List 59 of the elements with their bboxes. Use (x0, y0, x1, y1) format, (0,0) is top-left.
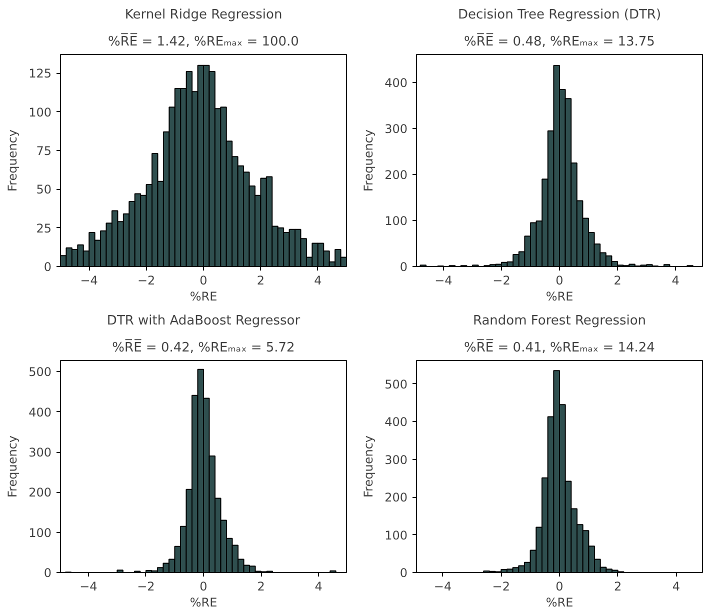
y-tick-label: 300 (384, 122, 408, 136)
x-axis-title: %RE (190, 290, 218, 304)
y-tick-label: 100 (384, 214, 408, 228)
x-tick-label: 0 (556, 274, 564, 288)
chart-subtitle: %R̅E̅ = 0.42, %REₘₐₓ = 5.72 (112, 339, 295, 356)
x-tick-label: −4 (434, 274, 452, 288)
y-tick-label: 300 (384, 452, 408, 467)
y-axis-title: Frequency (6, 129, 20, 192)
x-tick-label: −2 (137, 274, 156, 288)
y-tick-label: 0 (44, 566, 52, 580)
x-tick-label: 2 (614, 274, 622, 288)
chart-title: Decision Tree Regression (DTR) (458, 8, 662, 22)
x-tick-label: −2 (492, 274, 510, 288)
x-tick-label: −4 (80, 274, 98, 288)
y-tick-label: 0 (400, 566, 408, 580)
y-tick-label: 500 (384, 377, 408, 392)
y-tick-label: 125 (28, 66, 52, 81)
chart-title: Kernel Ridge Regression (124, 8, 282, 22)
y-axis-title: Frequency (362, 435, 376, 498)
y-tick-label: 500 (28, 365, 52, 380)
x-tick-label: 4 (314, 274, 322, 288)
y-tick-label: 200 (384, 490, 408, 505)
x-axis-title: %RE (546, 596, 574, 610)
x-tick-label: 2 (256, 274, 265, 288)
x-axis-title: %RE (546, 290, 574, 304)
x-tick-label: −4 (434, 580, 452, 594)
y-axis-title: Frequency (6, 435, 20, 498)
y-tick-label: 200 (384, 168, 408, 182)
x-tick-label: −4 (80, 580, 98, 594)
x-tick-label: 4 (314, 580, 322, 594)
y-tick-label: 400 (28, 405, 52, 420)
chart-subtitle: %R̅E̅ = 0.48, %REₘₐₓ = 13.75 (464, 33, 655, 50)
x-tick-label: −2 (137, 580, 155, 594)
x-tick-label: 2 (257, 580, 265, 594)
x-tick-label: −2 (492, 580, 510, 594)
y-tick-label: 25 (36, 221, 52, 236)
y-tick-label: 200 (28, 486, 52, 500)
chart-subtitle: %R̅E̅ = 0.41, %REₘₐₓ = 14.24 (464, 339, 655, 356)
y-axis-title: Frequency (362, 129, 376, 192)
x-tick-label: 4 (672, 580, 680, 594)
y-tick-label: 0 (44, 260, 52, 274)
y-tick-label: 50 (36, 182, 52, 197)
x-tick-label: 0 (200, 274, 208, 288)
x-tick-label: 4 (672, 274, 680, 288)
x-tick-label: 0 (556, 580, 564, 594)
chart-title: DTR with AdaBoost Regressor (106, 314, 301, 328)
y-tick-label: 100 (384, 528, 408, 542)
y-tick-label: 400 (384, 415, 408, 430)
y-tick-label: 400 (384, 76, 408, 90)
x-tick-label: 2 (614, 580, 622, 594)
y-tick-label: 0 (400, 260, 408, 274)
x-tick-label: 0 (200, 580, 208, 594)
x-axis-title: %RE (190, 596, 218, 610)
chart-title: Random Forest Regression (472, 314, 646, 328)
y-tick-label: 100 (28, 105, 52, 120)
y-tick-label: 300 (28, 446, 52, 460)
y-tick-label: 100 (28, 526, 52, 540)
chart-subtitle: %R̅E̅ = 1.42, %REₘₐₓ = 100.0 (108, 33, 299, 50)
y-tick-label: 75 (36, 144, 52, 158)
